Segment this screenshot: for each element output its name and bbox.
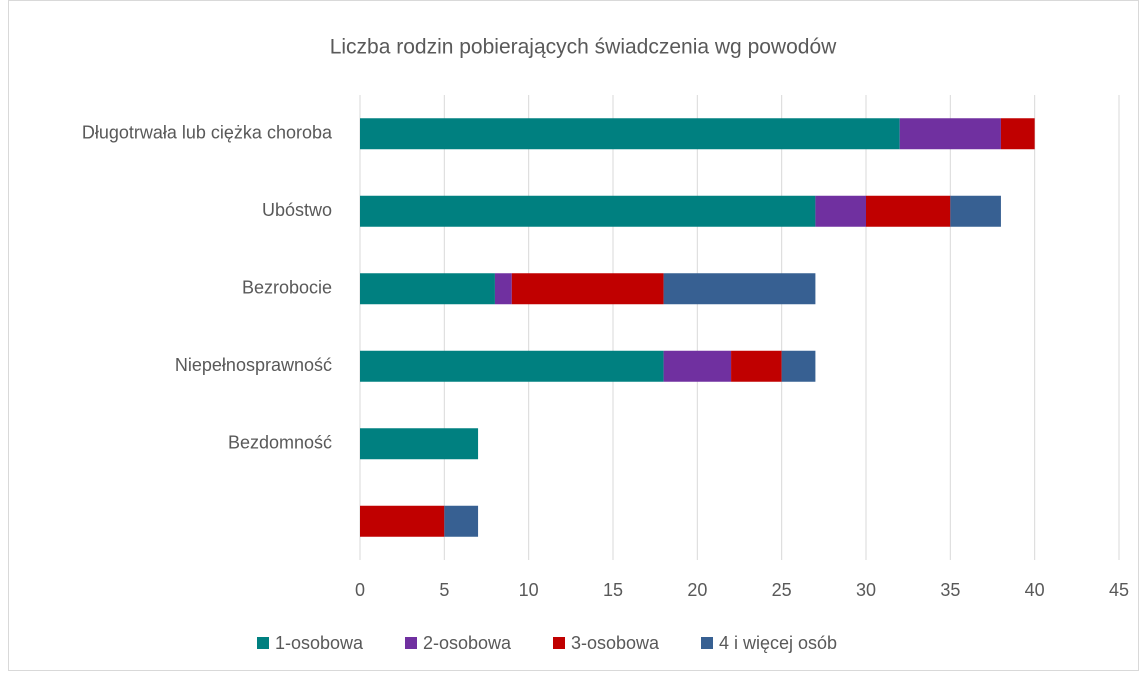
bar-segment [1000,118,1035,150]
y-tick-label: Długotrwała lub ciężka choroba [82,123,333,143]
x-tick-label: 40 [1025,580,1045,600]
x-tick-label: 25 [772,580,792,600]
bar-segment [950,195,1001,227]
legend-label: 4 i więcej osób [719,633,837,653]
chart-border [8,0,1139,671]
x-tick-label: 30 [856,580,876,600]
bar-segment [360,350,664,382]
bar-segment [899,118,1001,150]
legend-swatch [701,637,713,649]
bar-segment [360,118,900,150]
y-tick-label: Ubóstwo [262,200,332,220]
bar-segment [444,505,479,537]
x-tick-label: 5 [439,580,449,600]
y-tick-label: Bezrobocie [242,278,332,298]
bar-segment [866,195,951,227]
bar-segment [494,273,512,305]
legend-swatch [553,637,565,649]
bar-segment [731,350,782,382]
bar-segment [663,350,732,382]
legend-label: 2-osobowa [423,633,512,653]
bar-segment [663,273,816,305]
bar-segment [360,428,479,460]
bar-segment [781,350,816,382]
legend-label: 3-osobowa [571,633,660,653]
legend-label: 1-osobowa [275,633,364,653]
x-tick-label: 0 [355,580,365,600]
bar-segment [511,273,664,305]
bar-segment [360,195,816,227]
legend-swatch [405,637,417,649]
x-tick-label: 20 [687,580,707,600]
x-tick-label: 45 [1109,580,1129,600]
y-tick-label: Bezdomność [228,433,332,453]
x-tick-label: 35 [940,580,960,600]
bar-segment [360,273,495,305]
chart-title: Liczba rodzin pobierających świadczenia … [330,36,837,59]
x-tick-label: 15 [603,580,623,600]
x-tick-label: 10 [519,580,539,600]
bar-segment [815,195,866,227]
legend-swatch [257,637,269,649]
bar-segment [360,505,445,537]
y-tick-label: Niepełnosprawność [175,355,332,375]
